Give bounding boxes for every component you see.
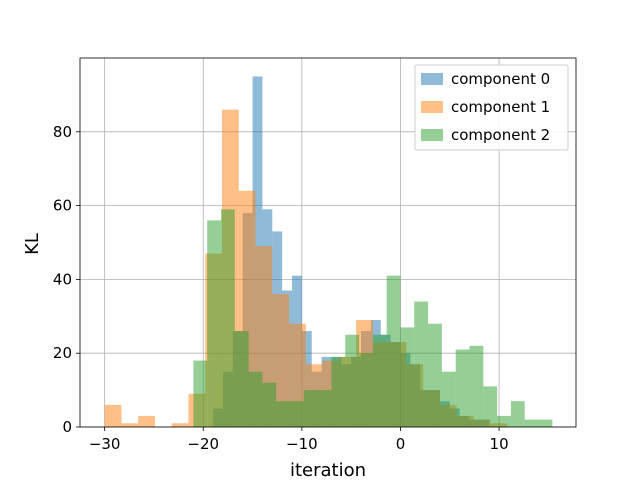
bar-component-2 — [372, 334, 387, 427]
x-tick-label: −20 — [187, 435, 219, 453]
histogram-bars — [104, 76, 553, 427]
legend: component 0 component 1 component 2 — [414, 64, 569, 151]
bar-component-2 — [234, 331, 249, 427]
bar-component-2 — [510, 401, 525, 427]
y-tick-label: 60 — [53, 197, 72, 215]
bar-component-2 — [193, 360, 208, 427]
bar-component-1 — [121, 423, 139, 427]
axes — [76, 57, 577, 431]
x-axis-label: iteration — [290, 460, 366, 480]
legend-swatch-component-0 — [421, 73, 443, 85]
bar-component-2 — [290, 401, 304, 427]
bar-component-2 — [386, 275, 401, 427]
x-tick-label: −30 — [89, 435, 121, 453]
bar-component-2 — [414, 301, 429, 427]
bar-component-1 — [289, 323, 306, 427]
bar-component-2 — [428, 323, 442, 427]
x-tick-label: 10 — [490, 435, 509, 453]
legend-label-component-2: component 2 — [451, 126, 550, 144]
legend-swatch-component-1 — [421, 101, 443, 113]
bar-component-1 — [272, 294, 290, 427]
bar-component-2 — [538, 419, 553, 427]
bar-component-2 — [497, 415, 511, 427]
bar-component-2 — [524, 419, 539, 427]
bar-component-2 — [469, 345, 484, 427]
x-tick-label: 0 — [396, 435, 406, 453]
tick-labels: −30 −20 −10 0 10 0 20 40 60 80 — [53, 123, 509, 453]
bar-component-2 — [276, 401, 291, 427]
x-tick-label: −10 — [286, 435, 318, 453]
plot-frame — [79, 57, 577, 428]
bar-component-1 — [138, 415, 155, 427]
bar-component-2 — [483, 386, 498, 427]
bar-component-2 — [455, 349, 470, 427]
bar-component-2 — [345, 334, 360, 427]
y-axis-label: KL — [22, 233, 43, 255]
bar-component-2 — [262, 382, 277, 427]
bar-component-2 — [248, 371, 263, 427]
bar-component-2 — [221, 209, 235, 427]
bar-component-2 — [359, 353, 373, 427]
bar-component-2 — [400, 327, 415, 427]
y-tick-label: 40 — [53, 270, 72, 288]
legend-box — [414, 64, 569, 151]
y-tick-label: 80 — [53, 123, 72, 141]
bar-component-2 — [207, 220, 222, 427]
bar-component-1 — [171, 423, 189, 427]
legend-label-component-0: component 0 — [451, 70, 550, 88]
bar-component-2 — [303, 390, 318, 427]
bar-component-2 — [317, 390, 332, 427]
y-tick-label: 20 — [53, 344, 72, 362]
legend-swatch-component-2 — [421, 129, 443, 141]
bar-component-2 — [441, 371, 456, 427]
y-tick-label: 0 — [62, 418, 72, 436]
bar-component-2 — [331, 356, 346, 427]
bar-component-1 — [104, 404, 122, 427]
legend-label-component-1: component 1 — [451, 98, 550, 116]
